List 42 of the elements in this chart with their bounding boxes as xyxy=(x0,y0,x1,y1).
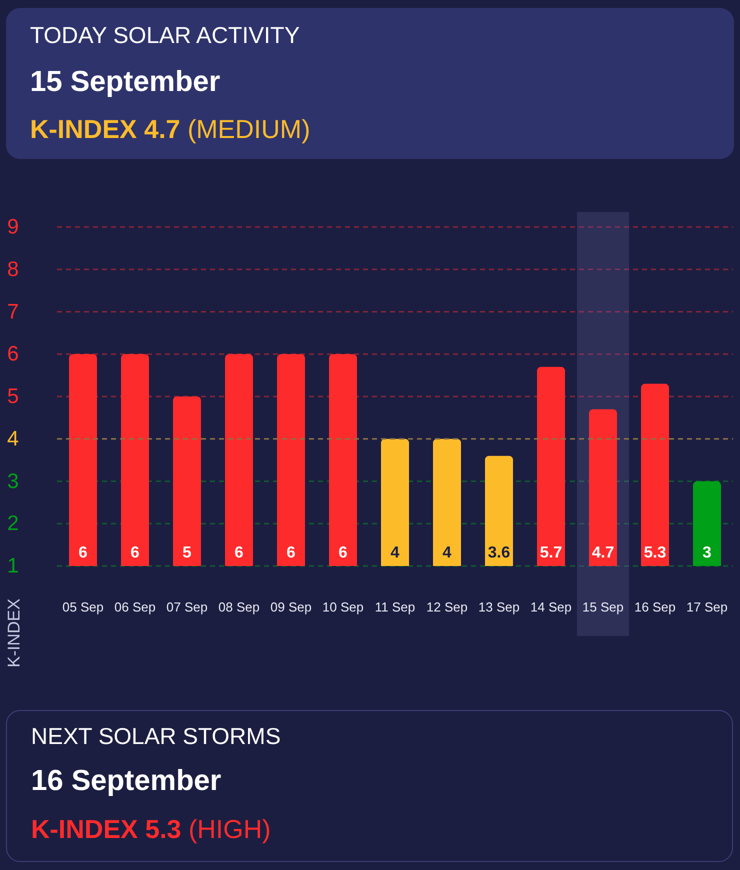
y-tick-label: 2 xyxy=(7,512,19,536)
text: K-INDEX 4.7 (MEDIUM) xyxy=(30,114,310,144)
y-tick-label: 3 xyxy=(7,470,19,493)
x-tick-label: 13 Sep xyxy=(478,600,520,614)
y-tick-label: 6 xyxy=(7,342,19,366)
x-tick-label: 17 Sep xyxy=(686,600,728,614)
chart-title: TODAY SOLAR ACTIVITY xyxy=(30,22,300,48)
text: 16 September xyxy=(31,765,222,797)
x-tick-label: 07 Sep xyxy=(166,600,208,614)
y-tick-label: 4 xyxy=(7,427,20,450)
y-tick-label: 8 xyxy=(7,258,19,281)
text: NEXT SOLAR STORMS xyxy=(31,723,281,749)
data-label: 3 xyxy=(702,544,712,562)
data-label: 5 xyxy=(182,544,192,562)
chart-subtitle: 15 September xyxy=(30,66,220,98)
x-tick-label: 15 Sep xyxy=(582,600,624,614)
text: K-INDEX 5.3 (HIGH) xyxy=(31,814,271,844)
data-label: 3.6 xyxy=(488,544,510,562)
data-label: 5.3 xyxy=(644,544,666,562)
x-tick-label: 11 Sep xyxy=(374,600,416,614)
data-label: 6 xyxy=(286,544,296,562)
y-tick-label: 7 xyxy=(7,300,19,324)
x-tick-label: 06 Sep xyxy=(114,600,156,614)
y-tick-label: 9 xyxy=(7,216,19,238)
data-label: 4 xyxy=(390,544,400,562)
data-label: 6 xyxy=(234,544,244,562)
x-tick-label: 05 Sep xyxy=(62,600,104,614)
x-tick-label: 16 Sep xyxy=(634,600,676,614)
x-tick-label: 10 Sep xyxy=(322,600,364,614)
data-label: 5.7 xyxy=(540,544,562,562)
y-tick-label: 1 xyxy=(7,554,19,578)
data-label: 4.7 xyxy=(592,544,614,562)
x-tick-label: 12 Sep xyxy=(426,600,468,614)
y-tick-label: 5 xyxy=(7,385,19,408)
y-axis-title: K-INDEX xyxy=(4,598,24,668)
x-tick-label: 09 Sep xyxy=(270,600,312,614)
data-label: 4 xyxy=(442,544,452,562)
data-label: 6 xyxy=(338,544,348,562)
x-tick-label: 14 Sep xyxy=(530,600,572,614)
data-label: 6 xyxy=(78,544,88,562)
data-label: 6 xyxy=(130,544,140,562)
x-tick-label: 08 Sep xyxy=(218,600,260,614)
